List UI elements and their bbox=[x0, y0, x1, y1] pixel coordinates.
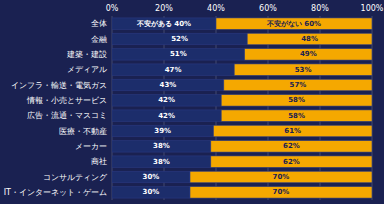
bar bbox=[216, 18, 372, 30]
x-axis-labels: 0% 20% 40% 60% 80% 100% bbox=[106, 4, 384, 13]
bar bbox=[112, 110, 221, 122]
tick-label: 40% bbox=[207, 4, 225, 13]
tick-label: 60% bbox=[259, 4, 277, 13]
category-label: IT・インターネット・ゲーム bbox=[4, 188, 107, 197]
bar bbox=[112, 79, 224, 91]
tick-label: 20% bbox=[155, 4, 173, 13]
data-label: 58% bbox=[288, 112, 305, 120]
data-label: 57% bbox=[290, 81, 307, 89]
tick-label: 100% bbox=[361, 4, 384, 13]
data-label: 61% bbox=[284, 127, 301, 135]
data-label: 62% bbox=[283, 158, 300, 166]
bar bbox=[112, 156, 211, 168]
data-label: 不安がない 60% bbox=[266, 19, 321, 28]
category-label: インフラ・輸送・電気ガス bbox=[11, 81, 107, 90]
bar bbox=[245, 49, 372, 61]
data-label: 42% bbox=[158, 112, 175, 120]
data-label: 43% bbox=[160, 81, 177, 89]
bar bbox=[190, 171, 372, 183]
grid bbox=[112, 16, 372, 200]
data-label: 42% bbox=[158, 96, 175, 104]
category-label: メーカー bbox=[75, 142, 107, 151]
bar bbox=[112, 95, 221, 107]
category-label: 金融 bbox=[91, 35, 107, 44]
bar bbox=[112, 49, 245, 61]
bar bbox=[112, 141, 211, 153]
category-label: 建築・建設 bbox=[66, 50, 107, 59]
data-labels: 不安がある 40% 不安がない 60% 52% 48% 51% 49% 47% 53% 43% 5… bbox=[136, 19, 321, 197]
chart: 全体金融建築・建設メディアルインフラ・輸送・電気ガス情報・小売とサービス広告・流… bbox=[0, 0, 384, 204]
data-label: 70% bbox=[273, 188, 290, 196]
bar bbox=[247, 33, 372, 45]
tick-label: 80% bbox=[311, 4, 329, 13]
data-label: 38% bbox=[153, 158, 170, 166]
bar bbox=[221, 110, 372, 122]
background bbox=[0, 0, 384, 204]
bar bbox=[112, 171, 190, 183]
y-axis-labels: 全体金融建築・建設メディアルインフラ・輸送・電気ガス情報・小売とサービス広告・流… bbox=[4, 19, 108, 197]
data-label: 38% bbox=[153, 142, 170, 150]
category-label: 情報・小売とサービス bbox=[26, 96, 107, 105]
data-label: 51% bbox=[170, 50, 187, 58]
bar bbox=[224, 79, 372, 91]
data-label: 30% bbox=[143, 188, 160, 196]
bar bbox=[190, 187, 372, 199]
bar bbox=[221, 95, 372, 107]
category-label: コンサルティング bbox=[43, 173, 108, 182]
data-label: 48% bbox=[301, 35, 318, 43]
category-label: 広告・流通・マスコミ bbox=[27, 111, 107, 120]
data-label: 58% bbox=[288, 96, 305, 104]
bars bbox=[112, 18, 372, 198]
bar bbox=[112, 18, 216, 30]
data-label: 49% bbox=[300, 50, 317, 58]
bar bbox=[112, 33, 247, 45]
data-label: 52% bbox=[171, 35, 188, 43]
data-label: 39% bbox=[154, 127, 171, 135]
data-label: 62% bbox=[283, 142, 300, 150]
data-label: 不安がある 40% bbox=[136, 19, 191, 28]
tick-label: 0% bbox=[106, 4, 119, 13]
category-label: 医療・不動産 bbox=[59, 127, 107, 136]
bar bbox=[213, 125, 372, 137]
bar bbox=[234, 64, 372, 76]
data-label: 47% bbox=[165, 66, 182, 74]
bar bbox=[112, 187, 190, 199]
category-label: 全体 bbox=[91, 19, 107, 28]
data-label: 53% bbox=[295, 66, 312, 74]
bar bbox=[112, 64, 234, 76]
bar bbox=[211, 156, 372, 168]
data-label: 70% bbox=[273, 173, 290, 181]
data-label: 30% bbox=[143, 173, 160, 181]
bar bbox=[211, 141, 372, 153]
bar bbox=[112, 125, 213, 137]
category-label: メディアル bbox=[67, 65, 107, 74]
category-label: 商社 bbox=[91, 157, 107, 166]
